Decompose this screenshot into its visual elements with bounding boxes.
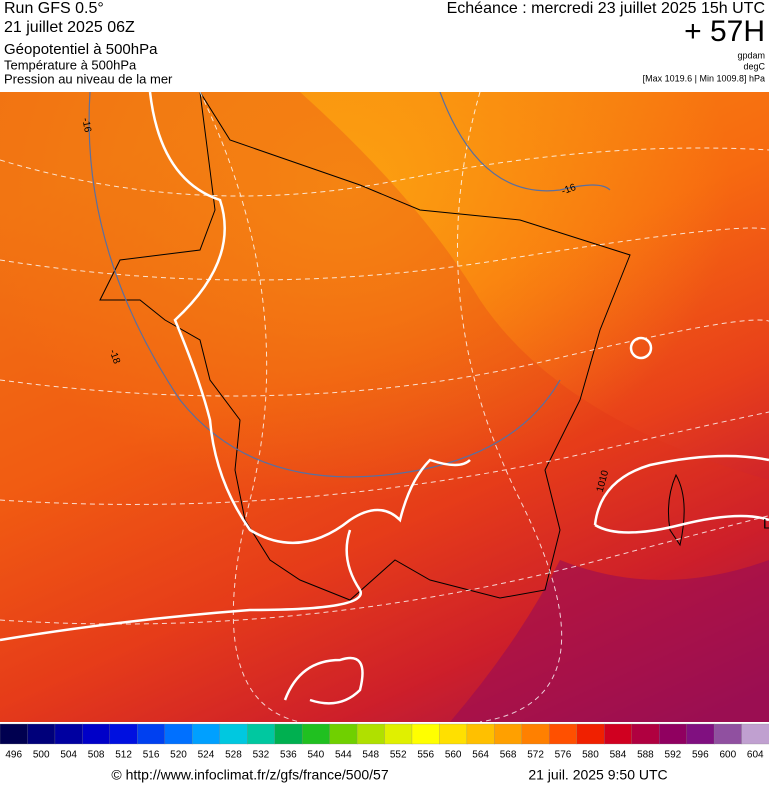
field-name: Température à 500hPa [4, 57, 137, 72]
colorbar-label: 564 [472, 750, 489, 761]
color-swatch [301, 723, 331, 745]
colorbar-label: 580 [582, 750, 599, 761]
run-title: Run GFS 0.5° [4, 0, 104, 17]
colorbar-label: 548 [362, 750, 379, 761]
color-swatch [274, 723, 303, 745]
color-swatch [384, 723, 413, 745]
colorbar-label: 556 [417, 750, 434, 761]
color-swatch [494, 723, 523, 745]
colorbar-label: 600 [719, 750, 736, 761]
colorbar-label: 604 [747, 750, 764, 761]
colorbar-label: 588 [637, 750, 654, 761]
color-swatch [741, 723, 769, 745]
colorbar-label: 504 [60, 750, 77, 761]
color-swatch [137, 723, 166, 745]
color-swatch [329, 723, 358, 745]
unit: degC [743, 61, 765, 71]
pressure-range: [Max 1019.6 | Min 1009.8] hPa [643, 73, 765, 83]
field-name: Pression au niveau de la mer [4, 71, 173, 86]
colorbar: 496 500 504 508 512 516 520 524 528 532 536 540 544 5… [0, 723, 769, 761]
colorbar-label: 512 [115, 750, 132, 761]
colorbar-label: 508 [88, 750, 105, 761]
lead-time: + 57H [684, 15, 765, 48]
color-swatch [411, 723, 441, 745]
color-swatch [109, 723, 138, 745]
colorbar-label: 520 [170, 750, 187, 761]
color-swatch [0, 723, 29, 745]
color-swatch [356, 723, 386, 745]
colorbar-label: 528 [225, 750, 242, 761]
colorbar-label: 516 [143, 750, 160, 761]
colorbar-label: 544 [335, 750, 352, 761]
colorbar-label: 496 [5, 750, 22, 761]
contour-label: -16 [79, 117, 92, 134]
color-swatch [27, 723, 56, 745]
source: © http://www.infoclimat.fr/z/gfs/france/… [111, 767, 388, 783]
color-swatch [164, 723, 193, 745]
colorbar-label: 524 [198, 750, 215, 761]
color-swatch [549, 723, 578, 745]
color-swatch [219, 723, 248, 745]
colorbar-label: 552 [390, 750, 407, 761]
color-swatch [439, 723, 468, 745]
colorbar-label: 500 [33, 750, 50, 761]
timestamp: 21 juil. 2025 9:50 UTC [528, 767, 667, 783]
color-swatch [466, 723, 496, 745]
contour-label: -16 [560, 182, 578, 197]
color-swatch [192, 723, 221, 745]
colorbar-label: 560 [445, 750, 462, 761]
valid-time: Echéance : mercredi 23 juillet 2025 15h … [447, 0, 765, 17]
field-name: Géopotentiel à 500hPa [4, 41, 158, 58]
color-swatch [713, 723, 743, 745]
contour-label: -18 [107, 348, 122, 366]
color-swatch [247, 723, 276, 745]
colorbar-label: 576 [555, 750, 572, 761]
colorbar-label: 568 [500, 750, 517, 761]
color-swatch [82, 723, 111, 745]
color-swatch [54, 723, 84, 745]
color-swatch [686, 723, 715, 745]
colorbar-label: 532 [253, 750, 270, 761]
color-swatch [521, 723, 550, 745]
colorbar-label: 596 [692, 750, 709, 761]
color-swatch [631, 723, 660, 745]
colorbar-label: 540 [307, 750, 324, 761]
colorbar-label: 572 [527, 750, 544, 761]
run-date: 21 juillet 2025 06Z [4, 19, 135, 36]
colorbar-label: 592 [665, 750, 682, 761]
color-swatch [576, 723, 605, 745]
unit: gpdam [737, 50, 765, 60]
color-swatch [604, 723, 633, 745]
colorbar-label: 536 [280, 750, 297, 761]
low-marker: L [763, 516, 769, 532]
map: -16 -16 -18 1010 L [0, 92, 769, 722]
colorbar-label: 584 [610, 750, 627, 761]
color-swatch [658, 723, 688, 745]
